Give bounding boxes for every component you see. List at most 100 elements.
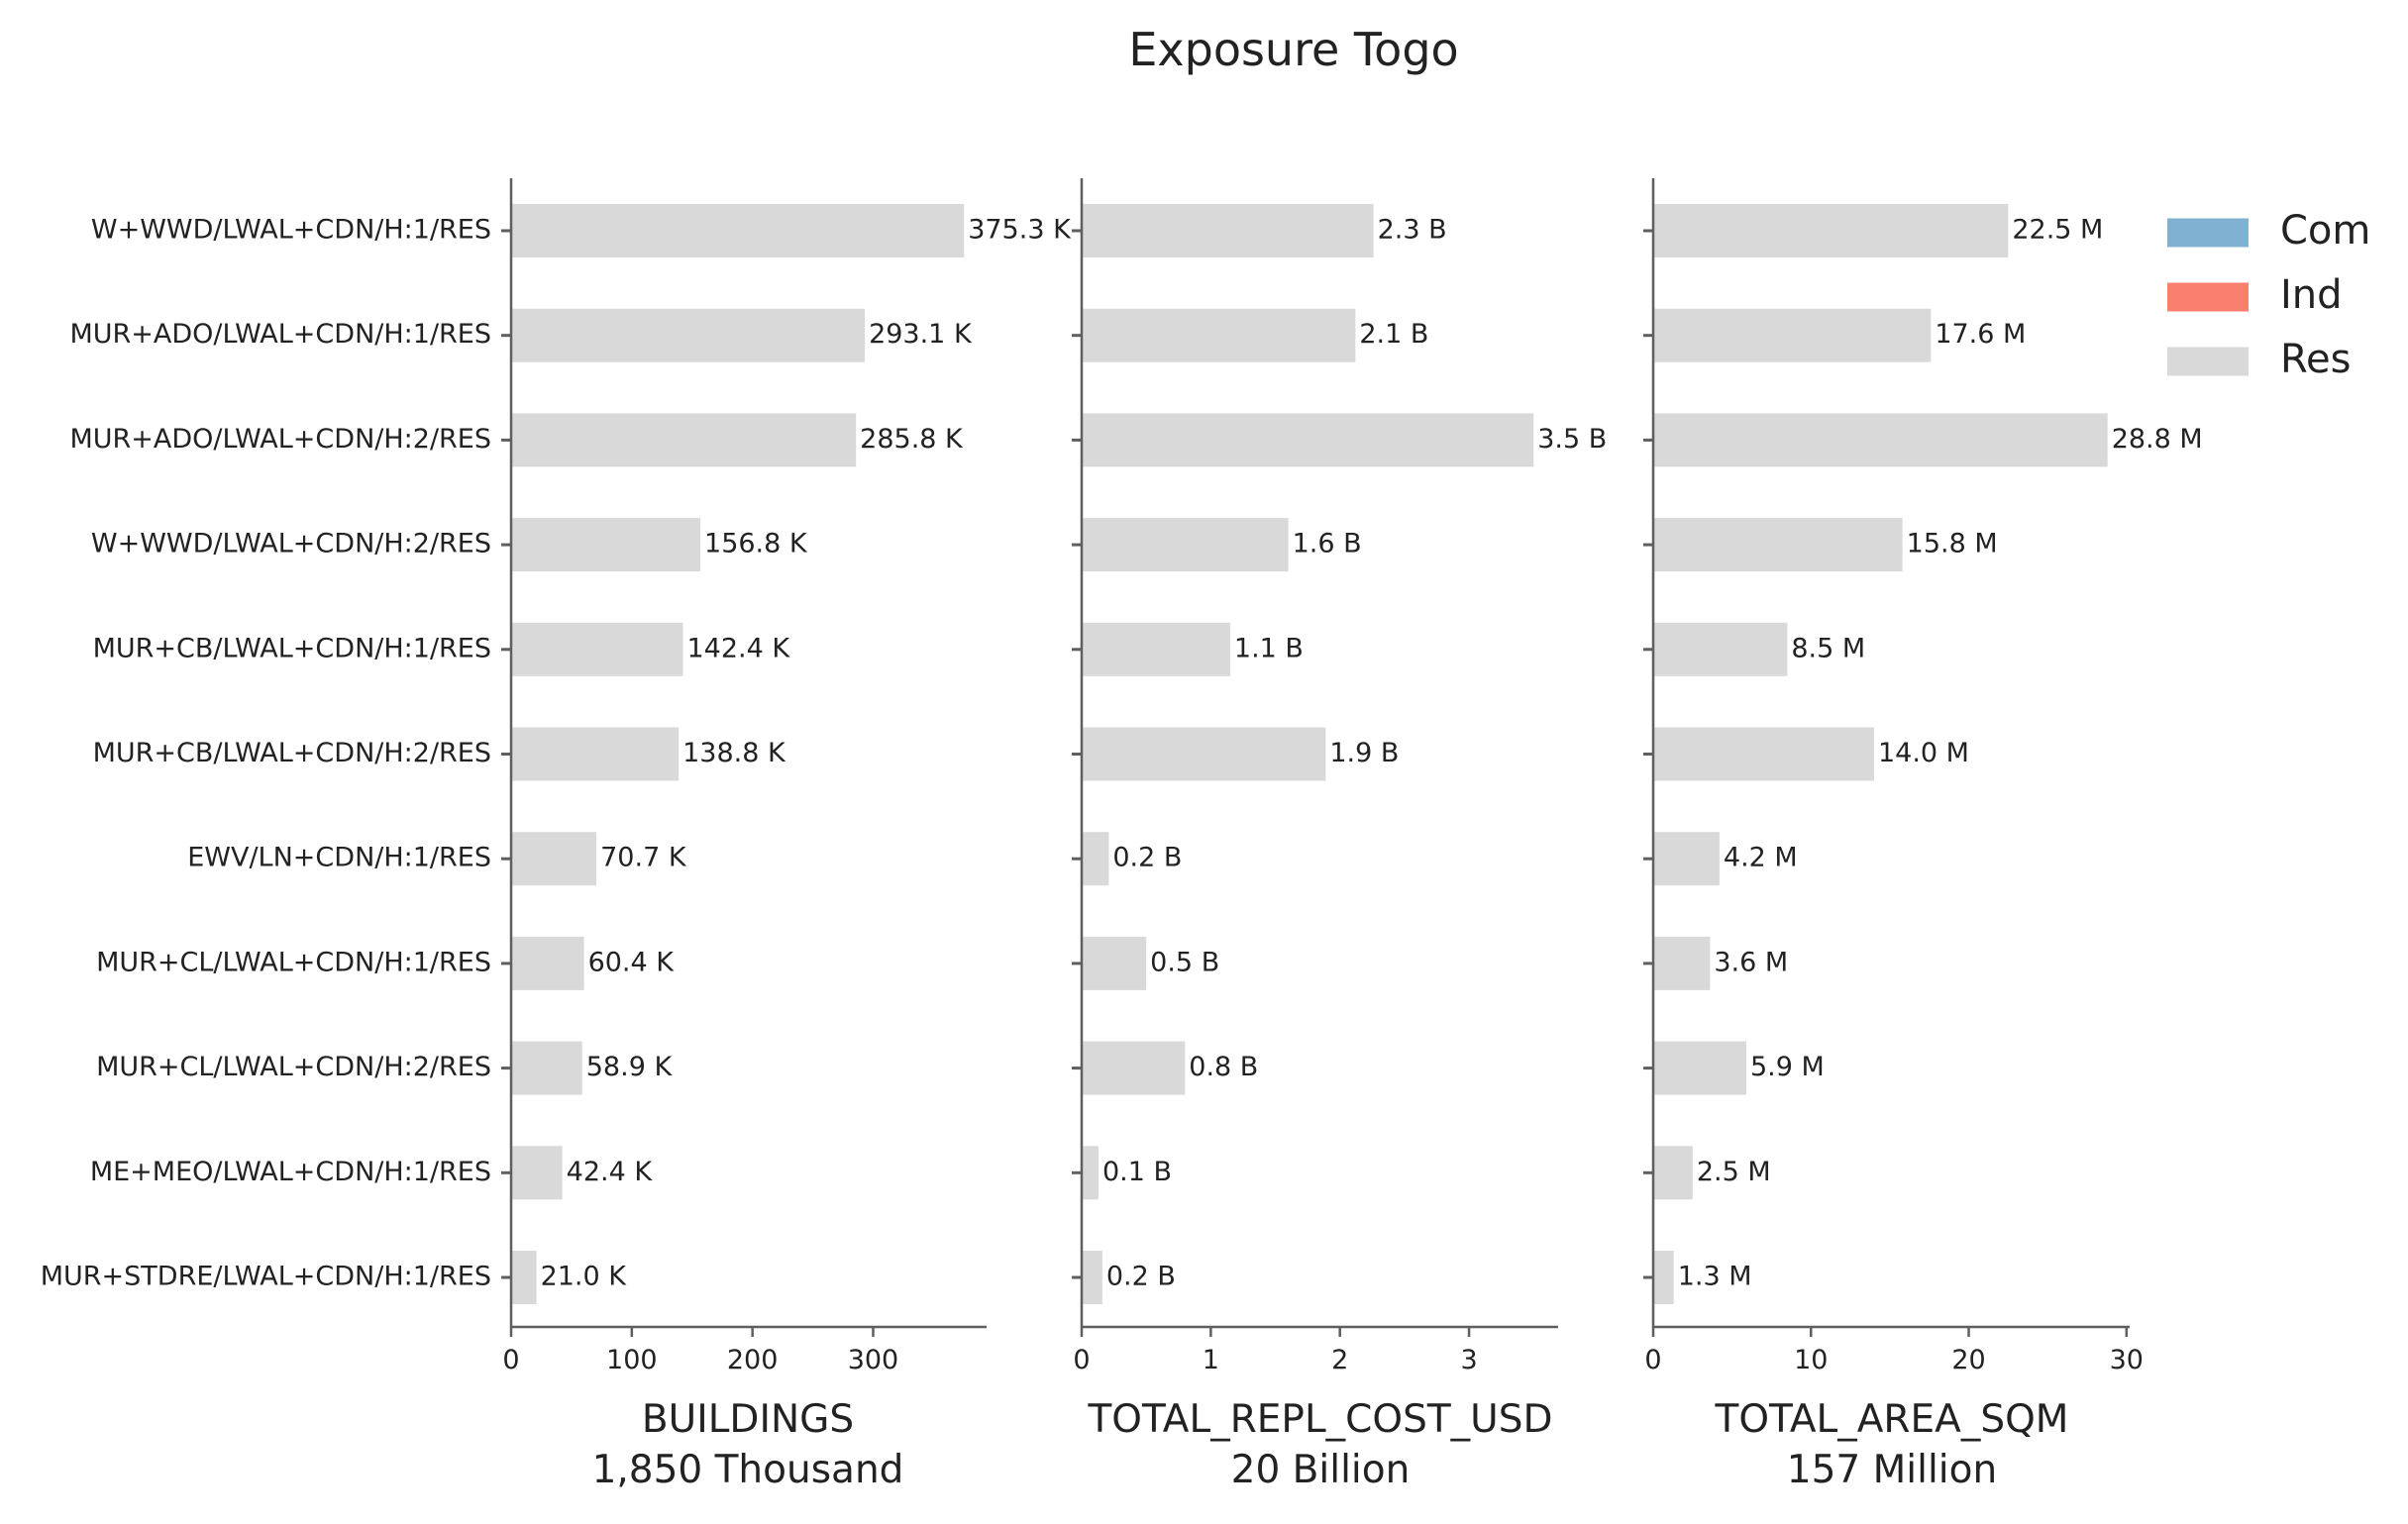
bar	[511, 518, 701, 572]
bar-value-label: 1.3 M	[1678, 1262, 1752, 1292]
y-tick-label: MUR+ADO/LWAL+CDN/H:1/RES	[69, 319, 491, 350]
bar	[511, 832, 597, 886]
y-tick-label: MUR+CL/LWAL+CDN/H:1/RES	[96, 947, 491, 977]
bar-value-label: 285.8 K	[860, 424, 964, 455]
bar	[1653, 622, 1788, 676]
bar	[1082, 413, 1534, 467]
y-tick-label: MUR+CB/LWAL+CDN/H:1/RES	[93, 633, 491, 663]
bar-value-label: 2.3 B	[1378, 215, 1447, 246]
bar	[1653, 204, 2009, 257]
bar	[1082, 308, 1356, 362]
bar	[1653, 1041, 1746, 1095]
legend-swatch-res	[2167, 347, 2249, 376]
bar-value-label: 138.8 K	[682, 738, 786, 768]
bar-value-label: 1.6 B	[1293, 529, 1362, 559]
bar	[511, 1041, 582, 1095]
x-tick-label: 200	[727, 1345, 779, 1375]
x-tick-label: 10	[1794, 1345, 1828, 1375]
category-labels: W+WWD/LWAL+CDN/H:1/RES MUR+ADO/LWAL+CDN/H…	[41, 215, 491, 1292]
bar-value-label: 156.8 K	[704, 529, 808, 559]
bar	[1082, 936, 1147, 990]
x-axis-total: 157 Million	[1787, 1448, 1997, 1492]
y-tick-label: ME+MEO/LWAL+CDN/H:1/RES	[90, 1157, 491, 1187]
bar-value-label: 3.6 M	[1714, 947, 1788, 977]
bar-value-label: 293.1 K	[869, 319, 973, 350]
y-tick-label: MUR+CL/LWAL+CDN/H:2/RES	[96, 1052, 491, 1082]
chart-title: Exposure Togo	[1128, 23, 1458, 76]
legend-label-res: Res	[2280, 337, 2351, 382]
bar	[1082, 1041, 1186, 1095]
bar	[1653, 518, 1903, 572]
bar	[1653, 1251, 1674, 1304]
bar-value-label: 1.9 B	[1329, 738, 1399, 768]
bar-value-label: 375.3 K	[968, 215, 1072, 246]
bar	[511, 204, 965, 257]
legend: Com Ind Res	[2167, 208, 2370, 382]
x-axis-total: 20 Billion	[1231, 1448, 1411, 1492]
bar	[1082, 204, 1374, 257]
bar-value-label: 60.4 K	[588, 947, 676, 977]
x-axis-title: TOTAL_AREA_SQM	[1715, 1397, 2069, 1442]
y-tick-label: MUR+STDRE/LWAL+CDN/H:1/RES	[41, 1262, 491, 1292]
x-tick-label: 30	[2110, 1345, 2144, 1375]
bar-value-label: 15.8 M	[1907, 529, 1998, 559]
legend-swatch-com	[2167, 218, 2249, 248]
bar	[1653, 727, 1874, 781]
x-tick-label: 0	[502, 1345, 519, 1375]
x-tick-label: 1	[1203, 1345, 1219, 1375]
bar-value-label: 142.4 K	[686, 633, 790, 663]
bar	[1653, 936, 1711, 990]
bar	[511, 936, 584, 990]
y-tick-label: W+WWD/LWAL+CDN/H:1/RES	[91, 215, 491, 246]
x-tick-label: 3	[1460, 1345, 1477, 1375]
x-tick-label: 2	[1331, 1345, 1348, 1375]
bar	[1653, 413, 2108, 467]
bar-value-label: 0.2 B	[1106, 1262, 1176, 1292]
bar	[1082, 727, 1326, 781]
legend-label-ind: Ind	[2280, 272, 2343, 318]
bar-value-label: 28.8 M	[2112, 424, 2203, 455]
bar-value-label: 0.5 B	[1150, 947, 1219, 977]
bar-value-label: 4.2 M	[1724, 843, 1798, 873]
bar-value-label: 1.1 B	[1234, 633, 1304, 663]
bar	[1082, 518, 1289, 572]
bar	[511, 1251, 537, 1304]
bar-value-label: 0.8 B	[1189, 1052, 1258, 1082]
bar	[511, 308, 866, 362]
bar-value-label: 0.1 B	[1102, 1157, 1172, 1187]
bar-value-label: 2.5 M	[1697, 1157, 1771, 1187]
bar	[1653, 832, 1720, 886]
panel-2: 2.3 B 2.1 B 3.5 B 1.6 B 1.1 B 1.9 B 0.2 B 0.5 B…	[1072, 178, 1607, 1492]
legend-swatch-ind	[2167, 282, 2249, 312]
bar-value-label: 21.0 K	[541, 1262, 628, 1292]
y-tick-label: MUR+ADO/LWAL+CDN/H:2/RES	[69, 424, 491, 455]
bar-value-label: 0.2 B	[1112, 843, 1182, 873]
legend-label-com: Com	[2280, 208, 2370, 254]
bar-value-label: 14.0 M	[1878, 738, 1969, 768]
x-axis-total: 1,850 Thousand	[592, 1448, 904, 1492]
x-tick-label: 0	[1644, 1345, 1661, 1375]
x-tick-label: 100	[606, 1345, 658, 1375]
bar-value-label: 17.6 M	[1935, 319, 2026, 350]
panel-1: 375.3 K 293.1 K 285.8 K 156.8 K 142.4 K 138.8…	[501, 178, 1072, 1492]
bar	[511, 1146, 563, 1200]
bar	[1653, 1146, 1693, 1200]
bar	[1653, 308, 1932, 362]
bar-value-label: 42.4 K	[567, 1157, 654, 1187]
y-tick-label: EWV/LN+CDN/H:1/RES	[187, 843, 491, 873]
bar-value-label: 58.9 K	[586, 1052, 674, 1082]
bar	[1082, 622, 1230, 676]
y-tick-label: MUR+CB/LWAL+CDN/H:2/RES	[93, 738, 491, 768]
panel-3: 22.5 M 17.6 M 28.8 M 15.8 M 8.5 M 14.0 M 4.2 M…	[1643, 178, 2203, 1492]
x-tick-label: 300	[848, 1345, 899, 1375]
bar	[511, 727, 680, 781]
bar-value-label: 70.7 K	[600, 843, 687, 873]
bar-value-label: 8.5 M	[1791, 633, 1865, 663]
bar	[511, 622, 683, 676]
x-tick-label: 0	[1073, 1345, 1090, 1375]
bar	[511, 413, 857, 467]
bar	[1082, 1251, 1102, 1304]
